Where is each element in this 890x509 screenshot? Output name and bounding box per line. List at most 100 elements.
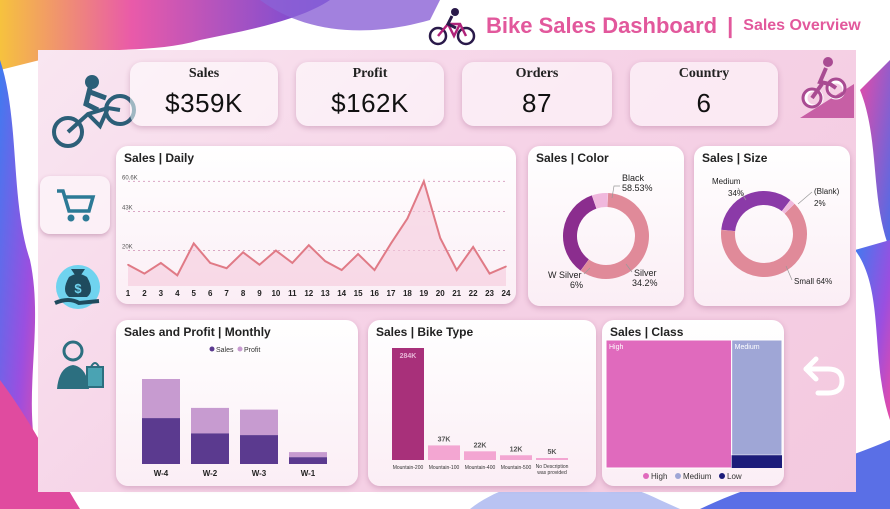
cyclist-logo-icon (50, 70, 138, 152)
leader-line (583, 267, 591, 275)
chart-card-class: Sales | Class High Medium High Medium Low (602, 320, 784, 486)
data-label: 12K (510, 446, 523, 453)
daily-series-line (127, 178, 507, 277)
x-tick-label: 11 (288, 289, 297, 298)
slice-label: Small 64% (794, 277, 832, 286)
bar-profit (142, 379, 180, 419)
x-tick-label: 7 (224, 289, 229, 298)
slice-label: Medium (712, 177, 741, 186)
x-tick-label: 8 (241, 289, 246, 298)
page-title: Bike Sales Dashboard (486, 13, 718, 38)
data-point (209, 262, 211, 264)
chart-card-bike-type: Sales | Bike Type 284K Mountain-200 37K Mou… (368, 320, 596, 486)
kpi-card-sales: Sales $359K (130, 62, 278, 126)
treemap-cell-low (731, 455, 782, 468)
title-separator: | (727, 13, 734, 38)
bar-profit (191, 407, 229, 434)
x-tick-label: Mountain-100 (429, 465, 460, 471)
x-tick-label: W-1 (301, 469, 316, 478)
data-point (160, 262, 162, 264)
x-tick-label: W-3 (252, 469, 267, 478)
data-point (127, 263, 129, 266)
data-point (242, 251, 244, 254)
legend-swatch (209, 346, 215, 352)
donut-slice--blank- (781, 200, 795, 214)
data-point (340, 269, 343, 271)
x-tick-label: Mountain-500 (501, 465, 532, 471)
monthly-stacked-bar-chart: Sales Profit W-4 W-2 W-3 W-1 (142, 346, 327, 478)
kpi-value: 87 (522, 88, 552, 118)
x-tick-label: Mountain-400 (465, 465, 496, 471)
bar-sales (289, 457, 327, 464)
bar (500, 455, 532, 460)
legend-swatch (719, 473, 725, 479)
kpi-card-country: Country 6 (630, 62, 778, 126)
daily-area (128, 181, 506, 286)
kpi-label: Profit (352, 66, 388, 81)
x-tick-label: 16 (370, 289, 379, 298)
treemap-label: High (609, 344, 624, 351)
x-tick-label: Mountain-200 (393, 465, 424, 471)
y-tick-label: 20K (122, 245, 133, 251)
svg-text:$: $ (74, 281, 82, 296)
data-point (192, 242, 195, 245)
kpi-label: Orders (515, 66, 559, 81)
x-tick-label: 3 (159, 289, 164, 298)
y-tick-label: 43K (122, 205, 133, 211)
data-point (472, 246, 474, 248)
x-tick-label: 4 (175, 289, 180, 298)
data-point (455, 269, 458, 271)
chart-title: Sales | Bike Type (376, 325, 474, 339)
x-tick-label: 5 (192, 289, 197, 298)
data-point (373, 269, 376, 271)
treemap-cell-high (605, 339, 733, 469)
legend-swatch (237, 346, 243, 352)
data-point (390, 242, 392, 245)
bar (392, 348, 424, 460)
kpi-card-profit: Profit $162K (296, 62, 444, 126)
data-point (275, 249, 277, 252)
bar-sales (191, 433, 229, 464)
data-point (488, 272, 491, 275)
data-point (324, 260, 327, 262)
shopper-icon[interactable] (50, 336, 108, 392)
donut-slice-medium (721, 191, 791, 232)
chart-card-color: Sales | Color Black 58.53% Silver 34.2% W Si… (528, 146, 684, 306)
dashboard-header: Bike Sales Dashboard | Sales Overview (486, 6, 861, 46)
back-arrow-icon[interactable] (800, 350, 850, 400)
chart-title: Sales | Class (610, 325, 684, 339)
data-label: 22K (474, 442, 487, 449)
legend-swatch (643, 473, 649, 479)
legend-label: Medium (683, 472, 712, 481)
slice-label: 6% (570, 280, 583, 290)
slice-label: 58.53% (622, 183, 653, 193)
slice-label: Silver (634, 268, 657, 278)
data-point (176, 274, 179, 277)
x-tick-label: 14 (337, 289, 346, 298)
money-bag-icon[interactable]: $ (48, 256, 108, 314)
leader-line (797, 191, 813, 205)
leader-line (737, 187, 747, 201)
x-tick-label: 18 (403, 289, 412, 298)
data-point (423, 180, 425, 183)
x-tick-label: W-4 (154, 469, 169, 478)
cart-icon[interactable] (40, 176, 110, 234)
donut-slice-w-silver (591, 193, 608, 209)
donut-slice-silver (563, 195, 597, 271)
x-tick-label: 9 (257, 289, 262, 298)
bike-type-bar-chart: 284K Mountain-200 37K Mountain-100 22K Mounta… (392, 348, 569, 476)
x-tick-label: 21 (452, 289, 461, 298)
donut-slice-black (580, 193, 649, 279)
x-tick-label: 23 (485, 289, 494, 298)
class-treemap-chart: High Medium High Medium Low (605, 339, 783, 481)
data-point (357, 253, 359, 255)
size-donut-chart: Medium 34% (Blank) 2% Small 64% (712, 177, 840, 286)
legend-label: Low (727, 472, 742, 481)
uphill-cyclist-icon (796, 54, 856, 120)
slice-label: Black (622, 173, 645, 183)
chart-title: Sales | Size (702, 151, 768, 165)
data-point (143, 272, 146, 275)
x-tick-label: 15 (354, 289, 363, 298)
